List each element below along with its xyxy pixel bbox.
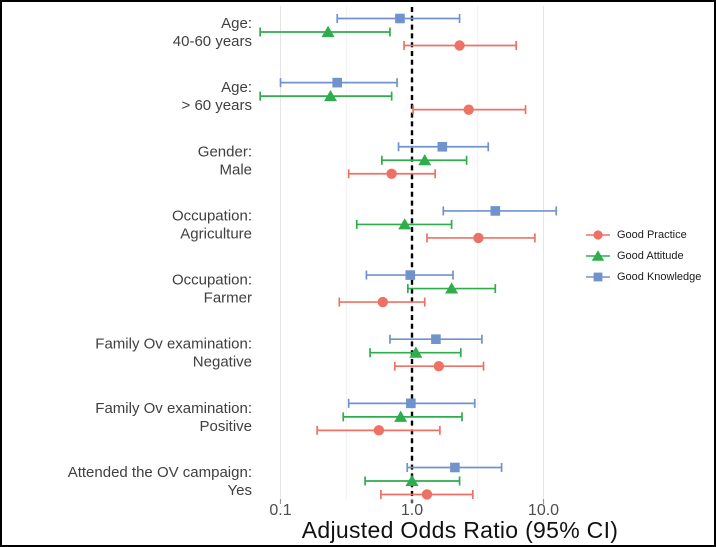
legend-label: Good Practice <box>617 229 687 241</box>
marker-good-attitude <box>398 218 412 230</box>
marker-good-attitude <box>409 346 423 358</box>
marker-good-attitude <box>405 474 419 486</box>
x-axis-title: Adjusted Odds Ratio (95% CI) <box>301 517 619 543</box>
marker-good-practice <box>454 40 465 51</box>
marker-good-knowledge <box>437 141 448 152</box>
category-label-line2: Agriculture <box>180 225 252 242</box>
category-label-line2: Positive <box>199 418 252 435</box>
category-label-line1: Family Ov examination: <box>95 400 252 417</box>
legend-square-icon <box>586 272 610 282</box>
legend-item-good-practice: Good Practice <box>585 227 701 243</box>
category-label-line1: Occupation: <box>172 272 252 289</box>
category-label-line1: Age: <box>221 79 252 96</box>
category-label-line1: Attended the OV campaign: <box>68 464 252 481</box>
legend: Good Practice Good Attitude Good Knowledge <box>585 227 701 285</box>
marker-good-knowledge <box>431 334 441 344</box>
legend-marker-circle <box>593 230 603 240</box>
category-label-line2: Farmer <box>204 290 252 307</box>
legend-triangle-icon <box>586 250 610 261</box>
legend-circle-icon <box>586 230 610 240</box>
marker-good-practice <box>373 425 385 436</box>
marker-good-practice <box>421 489 433 500</box>
legend-label: Good Knowledge <box>617 271 702 283</box>
category-label-line2: 40-60 years <box>173 33 252 50</box>
marker-good-practice <box>377 296 389 308</box>
x-axis-tick-label: 0.1 <box>269 502 291 519</box>
marker-good-knowledge <box>406 398 416 409</box>
marker-good-attitude <box>321 25 335 37</box>
marker-good-attitude <box>418 154 432 166</box>
marker-good-practice <box>433 361 445 372</box>
marker-good-knowledge <box>395 13 405 24</box>
marker-good-attitude <box>445 282 459 294</box>
category-label-line2: > 60 years <box>182 97 252 114</box>
category-label-line1: Family Ov examination: <box>95 336 252 353</box>
category-label-line1: Occupation: <box>172 207 252 224</box>
legend-marker-square <box>593 272 603 282</box>
category-label-line2: Negative <box>193 354 252 371</box>
marker-good-practice <box>463 104 474 115</box>
legend-item-good-knowledge: Good Knowledge <box>585 269 701 285</box>
legend-marker-triangle <box>591 250 605 261</box>
legend-label: Good Attitude <box>617 250 684 262</box>
marker-good-knowledge <box>332 77 343 88</box>
marker-good-attitude <box>323 89 337 102</box>
category-label-line2: Yes <box>228 482 252 499</box>
marker-good-knowledge <box>450 462 460 473</box>
marker-good-practice <box>386 168 397 179</box>
legend-item-good-attitude: Good Attitude <box>585 248 701 264</box>
marker-good-attitude <box>394 410 408 422</box>
x-axis-tick-label: 1.0 <box>401 502 423 519</box>
category-label-line2: Male <box>219 161 252 178</box>
category-label-line1: Gender: <box>198 143 252 160</box>
marker-good-knowledge <box>490 206 501 216</box>
marker-good-knowledge <box>405 270 416 280</box>
category-label-line1: Age: <box>221 15 252 32</box>
x-axis-tick-label: 10.0 <box>528 502 559 519</box>
marker-good-practice <box>473 232 484 244</box>
